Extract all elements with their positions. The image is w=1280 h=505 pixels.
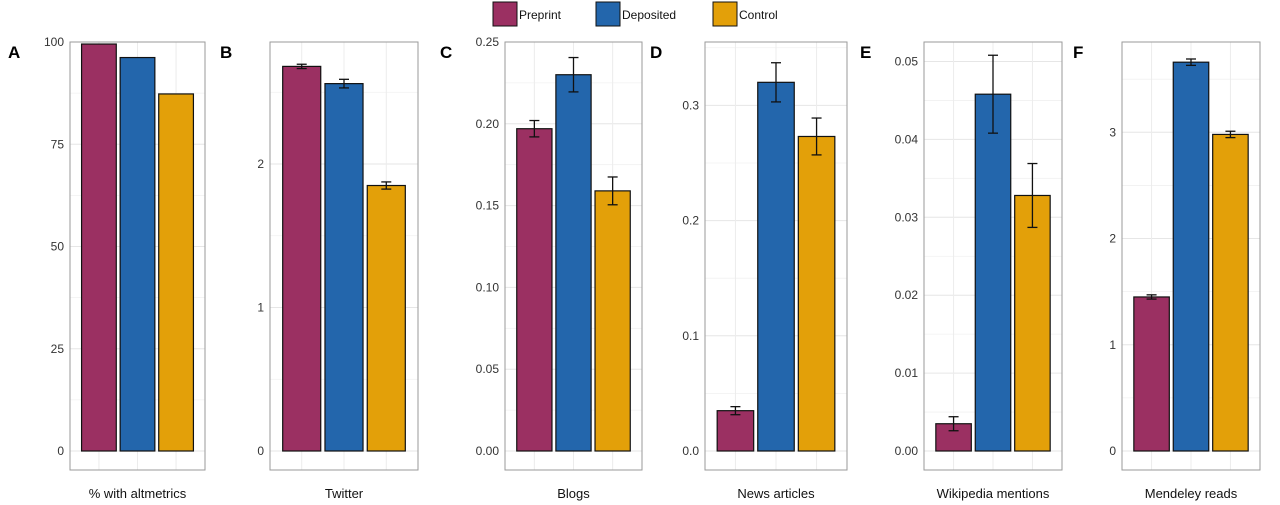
panel-a: 0 25 50 75 100 A % with altmetrics — [8, 35, 206, 501]
legend-swatch — [492, 1, 518, 27]
error-bar — [771, 62, 781, 103]
bar-deposited — [555, 74, 592, 452]
x-axis-label: Blogs — [557, 486, 590, 501]
bar-control — [158, 93, 195, 452]
bar-control — [366, 184, 406, 452]
error-bar — [607, 176, 618, 206]
x-axis-label: Wikipedia mentions — [937, 486, 1050, 501]
y-tick-label: 0.25 — [476, 35, 500, 49]
bar-preprint — [80, 43, 117, 452]
error-bar — [339, 78, 349, 89]
bar-deposited — [757, 81, 795, 452]
panel-tag: E — [860, 43, 871, 62]
error-bar — [948, 416, 959, 432]
y-tick-label: 0.05 — [476, 362, 500, 376]
bar-preprint — [716, 410, 755, 452]
y-tick-label: 100 — [44, 35, 64, 49]
panel-border — [923, 41, 1063, 471]
bar-deposited — [324, 83, 364, 452]
panel-d: 0.0 0.1 0.2 0.3 D News articles — [650, 41, 848, 501]
y-tick-label: 25 — [51, 342, 65, 356]
panel-b: 0 1 2 B Twitter — [220, 41, 419, 501]
y-tick-label: 75 — [51, 137, 65, 151]
y-tick-label: 0.20 — [476, 117, 500, 131]
y-tick-label: 0.00 — [895, 444, 919, 458]
panel-border — [704, 41, 848, 471]
legend-label: Preprint — [519, 8, 562, 22]
y-tick-label: 2 — [1109, 232, 1116, 246]
bar-preprint — [516, 128, 553, 452]
bar-deposited — [119, 56, 156, 452]
panel-tag: F — [1073, 43, 1083, 62]
legend-swatch — [595, 1, 621, 27]
bar-preprint — [282, 65, 322, 452]
panel-tag: B — [220, 43, 232, 62]
x-axis-label: Twitter — [325, 486, 364, 501]
error-bar — [381, 181, 392, 190]
error-bar — [1225, 130, 1236, 139]
y-tick-label: 1 — [257, 300, 264, 314]
error-bar — [730, 405, 741, 416]
y-tick-label: 0.3 — [682, 98, 699, 112]
bar-deposited — [974, 93, 1012, 452]
x-axis-label: % with altmetrics — [89, 486, 187, 501]
y-tick-label: 0.04 — [895, 132, 919, 146]
error-bar — [1186, 58, 1196, 67]
panel-border — [1121, 41, 1261, 471]
error-bar — [1027, 162, 1038, 229]
error-bar — [296, 63, 307, 70]
error-bar — [568, 56, 579, 93]
bar-control — [1014, 194, 1051, 452]
y-tick-label: 3 — [1109, 125, 1116, 139]
y-tick-label: 0 — [57, 444, 64, 458]
error-bar — [1146, 294, 1157, 300]
panel-border — [504, 41, 643, 471]
x-axis-label: News articles — [737, 486, 815, 501]
legend: Preprint Deposited Control — [492, 1, 778, 27]
y-tick-label: 0.01 — [895, 366, 919, 380]
bar-control — [797, 135, 836, 452]
panel-tag: A — [8, 43, 20, 62]
legend-label: Control — [739, 8, 778, 22]
panel-border — [269, 41, 419, 471]
legend-swatch — [712, 1, 738, 27]
bar-control — [594, 190, 631, 452]
y-tick-label: 0.1 — [682, 329, 699, 343]
bar-preprint — [1133, 296, 1170, 452]
bar-deposited — [1172, 61, 1210, 452]
panel-border — [69, 41, 206, 471]
y-tick-label: 1 — [1109, 338, 1116, 352]
panel-e: 0.00 0.01 0.02 0.03 0.04 0.05 E Wikipedia menti… — [860, 41, 1063, 501]
y-tick-label: 0.05 — [895, 54, 919, 68]
y-tick-label: 0 — [257, 444, 264, 458]
bar-control — [1212, 133, 1249, 452]
y-tick-label: 0.0 — [682, 444, 699, 458]
panel-f: 0 1 2 3 F Mendeley reads — [1073, 41, 1261, 501]
x-axis-label: Mendeley reads — [1145, 486, 1238, 501]
y-tick-label: 2 — [257, 157, 264, 171]
y-tick-label: 0.10 — [476, 280, 500, 294]
panel-tag: C — [440, 43, 452, 62]
y-tick-label: 0 — [1109, 444, 1116, 458]
y-tick-label: 0.02 — [895, 288, 919, 302]
error-bar — [988, 54, 998, 134]
y-tick-label: 0.00 — [476, 444, 500, 458]
error-bar — [529, 119, 540, 138]
panel-c: 0.00 0.05 0.10 0.15 0.20 0.25 C Blogs — [440, 35, 643, 501]
y-tick-label: 0.2 — [682, 214, 699, 228]
y-tick-label: 50 — [51, 240, 65, 254]
panel-tag: D — [650, 43, 662, 62]
legend-label: Deposited — [622, 8, 676, 22]
y-tick-label: 0.15 — [476, 199, 500, 213]
error-bar — [811, 117, 822, 156]
y-tick-label: 0.03 — [895, 210, 919, 224]
